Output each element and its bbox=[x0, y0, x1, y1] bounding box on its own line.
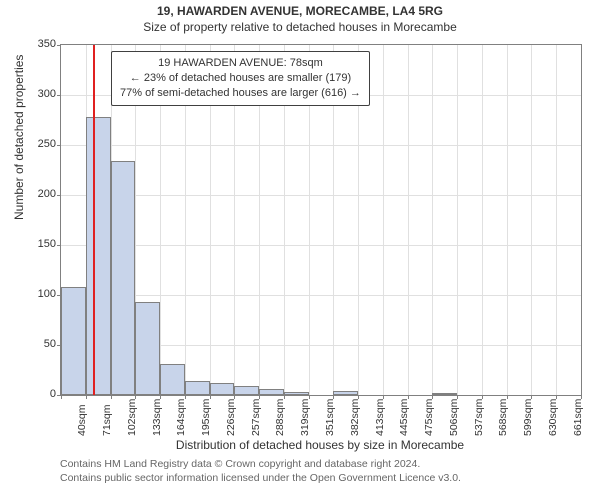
property-marker-line bbox=[93, 45, 95, 395]
grid-v bbox=[531, 45, 532, 395]
info-line-2: ← 23% of detached houses are smaller (17… bbox=[120, 71, 361, 86]
footer-attribution: Contains HM Land Registry data © Crown c… bbox=[60, 458, 461, 485]
y-tick bbox=[57, 145, 61, 146]
plot-area: 19 HAWARDEN AVENUE: 78sqm ← 23% of detac… bbox=[60, 44, 582, 396]
x-tick bbox=[210, 395, 211, 399]
x-tick bbox=[333, 395, 334, 399]
grid-v bbox=[383, 45, 384, 395]
x-tick bbox=[383, 395, 384, 399]
info-line-3: 77% of semi-detached houses are larger (… bbox=[120, 86, 361, 101]
chart-container: 19, HAWARDEN AVENUE, MORECAMBE, LA4 5RG … bbox=[0, 0, 600, 500]
histogram-bar bbox=[210, 383, 235, 395]
footer-line-2: Contains public sector information licen… bbox=[60, 472, 461, 486]
y-tick-label: 100 bbox=[38, 288, 56, 300]
x-tick bbox=[61, 395, 62, 399]
chart-title-sub: Size of property relative to detached ho… bbox=[0, 20, 600, 34]
x-tick bbox=[185, 395, 186, 399]
grid-v bbox=[507, 45, 508, 395]
x-tick-label: 257sqm bbox=[250, 399, 262, 436]
y-tick-label: 250 bbox=[38, 138, 56, 150]
x-tick bbox=[482, 395, 483, 399]
x-axis-label: Distribution of detached houses by size … bbox=[60, 438, 580, 452]
y-tick bbox=[57, 195, 61, 196]
grid-h bbox=[61, 195, 581, 196]
y-tick-label: 200 bbox=[38, 188, 56, 200]
x-tick-label: 102sqm bbox=[126, 399, 138, 436]
x-tick-label: 568sqm bbox=[497, 399, 509, 436]
grid-v bbox=[482, 45, 483, 395]
y-tick-label: 350 bbox=[38, 38, 56, 50]
info-box: 19 HAWARDEN AVENUE: 78sqm ← 23% of detac… bbox=[111, 51, 370, 106]
x-tick-label: 445sqm bbox=[398, 399, 410, 436]
histogram-bar bbox=[185, 381, 210, 395]
y-tick bbox=[57, 245, 61, 246]
x-tick bbox=[432, 395, 433, 399]
x-tick bbox=[556, 395, 557, 399]
x-tick-label: 71sqm bbox=[101, 404, 113, 436]
x-tick bbox=[457, 395, 458, 399]
x-tick bbox=[309, 395, 310, 399]
y-tick-label: 300 bbox=[38, 88, 56, 100]
histogram-bar bbox=[432, 393, 457, 395]
x-tick bbox=[507, 395, 508, 399]
histogram-bar bbox=[135, 302, 160, 395]
x-tick-label: 226sqm bbox=[225, 399, 237, 436]
x-tick-label: 382sqm bbox=[349, 399, 361, 436]
grid-v bbox=[556, 45, 557, 395]
x-tick bbox=[86, 395, 87, 399]
y-axis-label: Number of detached properties bbox=[12, 55, 26, 220]
histogram-bar bbox=[111, 161, 136, 395]
x-tick-label: 133sqm bbox=[151, 399, 163, 436]
histogram-bar bbox=[234, 386, 259, 395]
x-tick bbox=[358, 395, 359, 399]
x-tick-label: 40sqm bbox=[76, 404, 88, 436]
x-tick bbox=[581, 395, 582, 399]
x-tick-label: 599sqm bbox=[522, 399, 534, 436]
y-tick-label: 150 bbox=[38, 238, 56, 250]
x-tick bbox=[531, 395, 532, 399]
chart-title-main: 19, HAWARDEN AVENUE, MORECAMBE, LA4 5RG bbox=[0, 4, 600, 18]
grid-h bbox=[61, 295, 581, 296]
x-tick bbox=[408, 395, 409, 399]
y-tick bbox=[57, 95, 61, 96]
x-tick-label: 195sqm bbox=[200, 399, 212, 436]
x-tick bbox=[259, 395, 260, 399]
x-tick-label: 661sqm bbox=[572, 399, 584, 436]
x-tick-label: 288sqm bbox=[274, 399, 286, 436]
y-tick-label: 0 bbox=[50, 388, 56, 400]
info-line-1: 19 HAWARDEN AVENUE: 78sqm bbox=[120, 56, 361, 71]
histogram-bar bbox=[284, 392, 309, 395]
x-tick bbox=[135, 395, 136, 399]
x-tick-label: 351sqm bbox=[324, 399, 336, 436]
histogram-bar bbox=[61, 287, 86, 395]
histogram-bar bbox=[259, 389, 284, 395]
grid-v bbox=[408, 45, 409, 395]
footer-line-1: Contains HM Land Registry data © Crown c… bbox=[60, 458, 461, 472]
grid-v bbox=[457, 45, 458, 395]
grid-h bbox=[61, 145, 581, 146]
y-tick bbox=[57, 345, 61, 346]
grid-h bbox=[61, 245, 581, 246]
x-tick-label: 537sqm bbox=[473, 399, 485, 436]
grid-v bbox=[432, 45, 433, 395]
x-tick bbox=[111, 395, 112, 399]
x-tick-label: 164sqm bbox=[175, 399, 187, 436]
x-tick-label: 475sqm bbox=[423, 399, 435, 436]
x-tick-label: 413sqm bbox=[374, 399, 386, 436]
x-tick-label: 506sqm bbox=[448, 399, 460, 436]
x-tick bbox=[234, 395, 235, 399]
histogram-bar bbox=[333, 391, 358, 395]
histogram-bar bbox=[160, 364, 185, 395]
y-tick-label: 50 bbox=[44, 338, 56, 350]
x-tick-label: 319sqm bbox=[299, 399, 311, 436]
y-tick bbox=[57, 295, 61, 296]
histogram-bar bbox=[86, 117, 111, 395]
y-tick bbox=[57, 45, 61, 46]
x-tick-label: 630sqm bbox=[547, 399, 559, 436]
x-tick bbox=[160, 395, 161, 399]
x-tick bbox=[284, 395, 285, 399]
